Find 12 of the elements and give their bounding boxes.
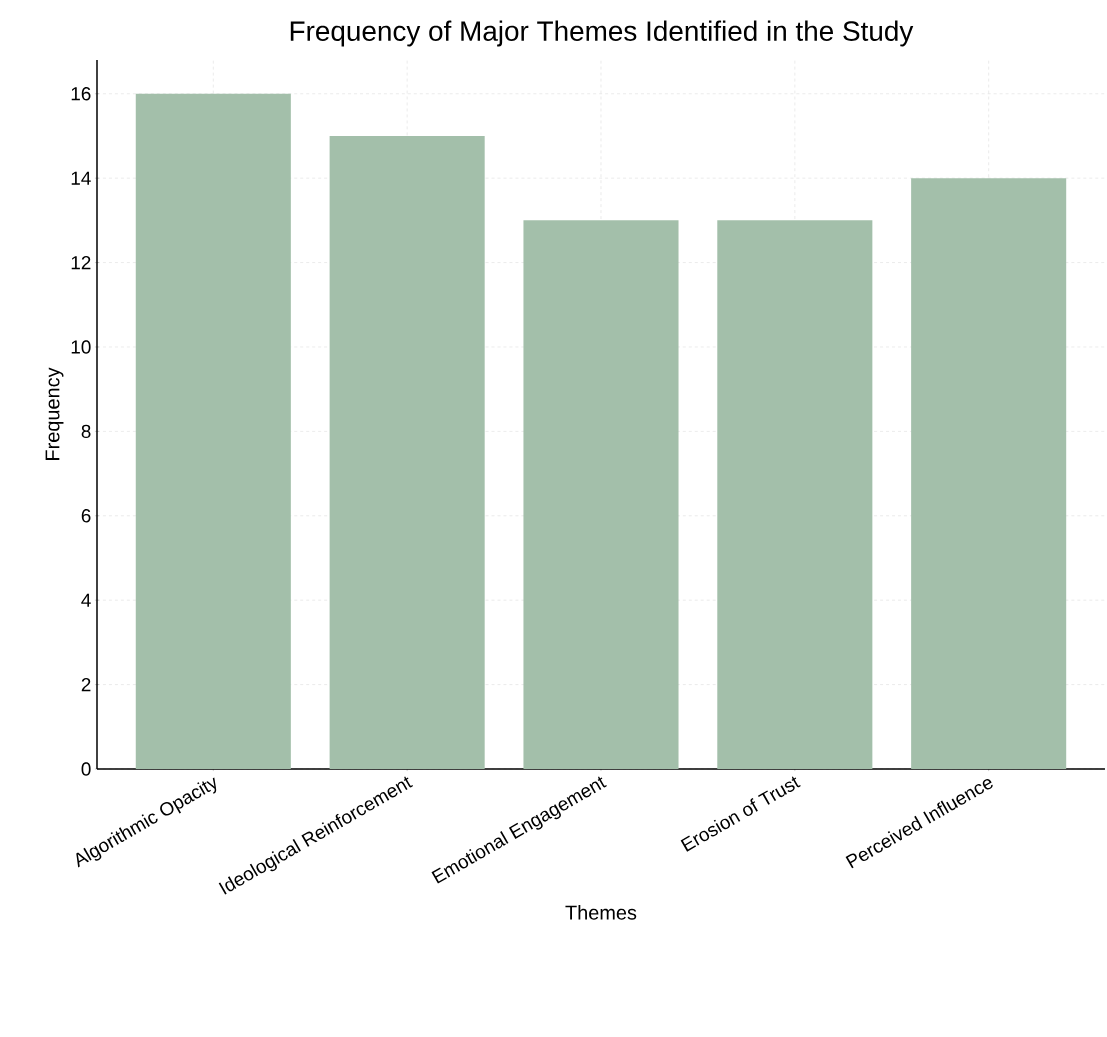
y-tick-label: 6 — [81, 509, 91, 523]
y-axis-title: Frequency — [45, 367, 64, 460]
x-axis-title: Themes — [565, 905, 637, 920]
y-tick-label: 0 — [81, 762, 91, 776]
y-tick-label: 4 — [81, 593, 91, 607]
chart-title: Frequency of Major Themes Identified in the Study — [290, 20, 914, 47]
y-tick-label: 8 — [81, 424, 91, 439]
y-tick-label: 2 — [81, 677, 91, 692]
y-tick-label: 14 — [71, 171, 91, 185]
y-tick-label: 12 — [71, 255, 91, 270]
y-tick-label: 10 — [71, 340, 91, 354]
y-tick-label: 16 — [71, 87, 91, 101]
